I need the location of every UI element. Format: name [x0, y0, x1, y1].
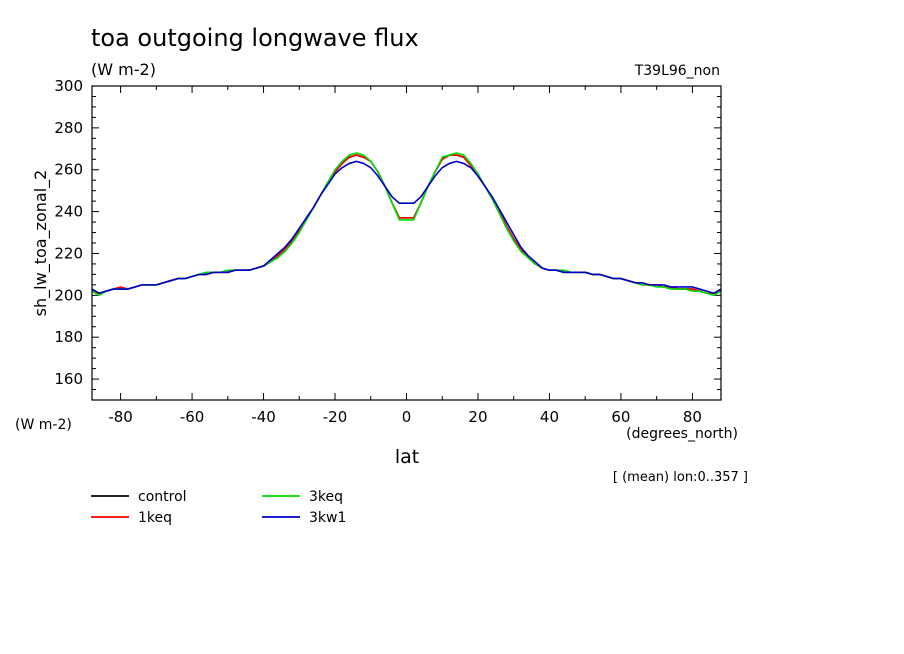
y-tick-label: 280 — [54, 119, 83, 137]
x-axis-units: (degrees_north) — [626, 426, 738, 442]
x-tick-label: -80 — [108, 408, 133, 426]
plot-frame — [91, 85, 722, 401]
x-tick-label: 40 — [540, 408, 559, 426]
y-tick-label: 260 — [54, 161, 83, 179]
x-tick-label: 80 — [683, 408, 702, 426]
series-line-3kw1 — [91, 160, 722, 295]
plot-area: 160 180 200 220 240 260 280 300 -80 -60 -40 -20 0 20… — [54, 77, 722, 426]
legend: control 1keq 3keq 3kw1 — [91, 489, 346, 526]
y-tick-label: 220 — [54, 244, 83, 262]
series-layer — [91, 152, 722, 297]
y-axis-label: sh_lw_toa_zonal_2 — [31, 170, 51, 317]
x-tick-label: -60 — [180, 408, 205, 426]
chart-title: toa outgoing longwave flux — [91, 24, 419, 52]
y-axis-units: (W m-2) — [15, 417, 72, 433]
x-tick-label: -20 — [323, 408, 348, 426]
y-tick-label: 240 — [54, 203, 83, 221]
x-axis-label: lat — [395, 446, 419, 468]
x-axis-ticks: -80 -60 -40 -20 0 20 40 60 80 — [108, 86, 702, 426]
legend-label-1keq: 1keq — [138, 510, 172, 526]
y-tick-label: 160 — [54, 370, 83, 388]
x-tick-label: 0 — [402, 408, 412, 426]
y-axis-ticks: 160 180 200 220 240 260 280 300 — [54, 77, 721, 401]
x-tick-label: 20 — [468, 408, 487, 426]
legend-label-control: control — [138, 489, 187, 505]
y-tick-label: 200 — [54, 286, 83, 304]
x-tick-label: 60 — [611, 408, 630, 426]
y-tick-label: 180 — [54, 328, 83, 346]
legend-label-3keq: 3keq — [309, 489, 343, 505]
footnote: [ (mean) lon:0..357 ] — [613, 470, 748, 485]
experiment-label: T39L96_non — [634, 63, 720, 79]
x-tick-label: -40 — [251, 408, 276, 426]
y-tick-label: 300 — [54, 77, 83, 95]
chart-subtitle: (W m-2) — [91, 60, 156, 79]
legend-label-3kw1: 3kw1 — [309, 510, 346, 526]
